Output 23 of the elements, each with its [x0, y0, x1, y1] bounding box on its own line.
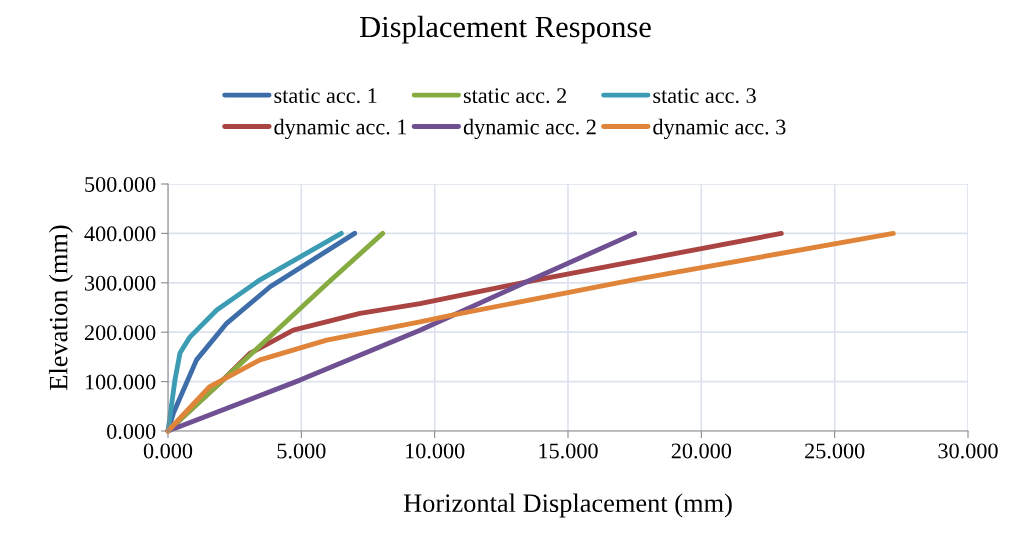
x-tick-label: 0.000	[143, 443, 193, 459]
y-tick-label: 100.000	[85, 374, 156, 390]
legend-label: static acc. 3	[653, 88, 756, 104]
y-tick-label: 0.000	[107, 423, 156, 440]
y-axis-title: Elevation (mm)	[48, 225, 73, 390]
legend-label: static acc. 1	[274, 88, 377, 104]
legend-label: dynamic acc. 1	[274, 118, 407, 140]
x-axis-title: Horizontal Displacement (mm)	[403, 493, 732, 518]
line-series	[165, 230, 896, 434]
x-tick-label: 5.000	[277, 443, 326, 459]
y-tick-label: 500.000	[85, 176, 156, 193]
chart-title: Displacement Response	[359, 15, 651, 44]
x-tick-label: 25.000	[805, 443, 865, 459]
y-tick-label: 400.000	[84, 226, 156, 242]
legend-label: static acc. 2	[463, 88, 567, 104]
legend-label: dynamic acc. 2	[463, 118, 596, 140]
x-tick-label: 30.000	[938, 443, 998, 459]
x-tick-label: 15.000	[539, 443, 598, 459]
y-tick-label: 300.000	[85, 275, 156, 291]
y-tick-label: 200.000	[84, 325, 156, 341]
x-tick-label: 20.000	[671, 443, 732, 459]
legend-label: dynamic acc. 3	[653, 118, 786, 140]
x-tick-label: 10.000	[406, 443, 465, 459]
